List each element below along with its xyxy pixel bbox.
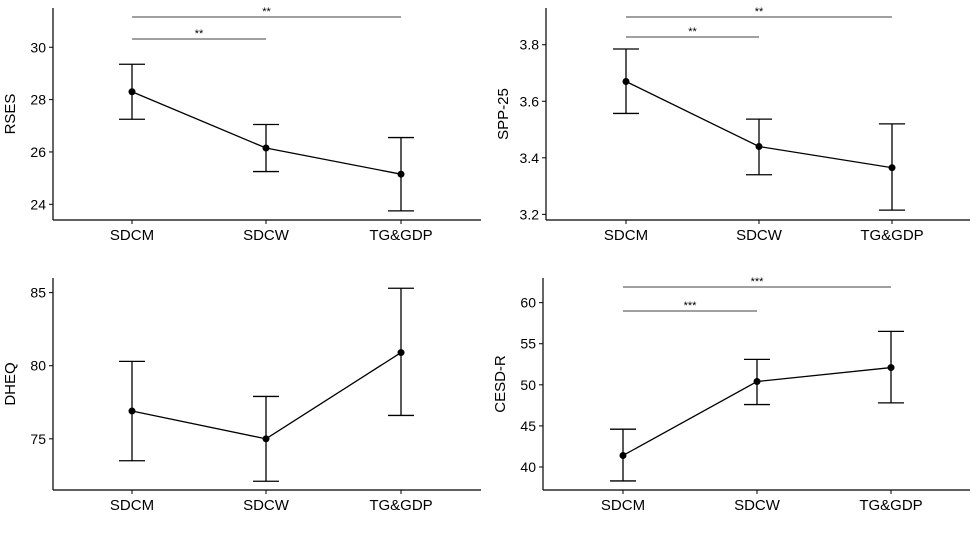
y-axis-label: RSES xyxy=(2,94,19,135)
data-point xyxy=(622,77,630,85)
y-tick-label: 30 xyxy=(30,39,46,55)
y-axis-label: DHEQ xyxy=(2,362,19,405)
data-point xyxy=(755,143,763,151)
significance-label: *** xyxy=(684,300,698,312)
x-tick-label: TG&GDP xyxy=(859,497,922,514)
panel-3: 75 80 85 SDCM SDCW TG&GDP DHEQ xyxy=(2,278,481,514)
y-axis-label: CESD-R xyxy=(492,355,509,413)
panel-2: 3.2 3.4 3.6 3.8 SDCM SDCW TG&GDP SPP-25 ** ** xyxy=(495,6,970,244)
y-tick-label: 80 xyxy=(30,358,46,374)
data-point xyxy=(128,88,136,96)
data-point xyxy=(397,170,405,178)
y-tick-label: 85 xyxy=(30,285,46,301)
y-tick-label: 3.4 xyxy=(520,150,540,166)
data-point xyxy=(262,144,270,152)
significance-label: ** xyxy=(688,26,697,38)
y-tick-label: 24 xyxy=(30,196,46,212)
x-tick-label: TG&GDP xyxy=(369,497,432,514)
y-tick-label: 3.2 xyxy=(520,206,540,222)
x-tick-label: SDCW xyxy=(734,497,781,514)
y-tick-label: 3.8 xyxy=(520,37,540,53)
x-tick-label: TG&GDP xyxy=(860,227,923,244)
y-axis-label: SPP-25 xyxy=(495,88,512,140)
y-tick-label: 50 xyxy=(520,377,536,393)
x-tick-label: SDCW xyxy=(243,497,290,514)
x-tick-label: SDCM xyxy=(601,497,645,514)
significance-label: ** xyxy=(195,28,204,40)
y-tick-label: 55 xyxy=(520,336,536,352)
significance-label: ** xyxy=(262,6,271,18)
significance-label: ** xyxy=(755,6,764,18)
y-tick-label: 26 xyxy=(30,144,46,160)
data-point xyxy=(262,435,270,443)
data-point xyxy=(128,407,136,415)
data-point xyxy=(753,378,761,386)
x-tick-label: TG&GDP xyxy=(369,227,432,244)
x-tick-label: SDCM xyxy=(604,227,648,244)
y-tick-label: 45 xyxy=(520,418,536,434)
y-tick-label: 3.6 xyxy=(520,93,540,109)
panel-4: 40 45 50 55 60 SDCM SDCW TG&GDP CESD-R *** *** xyxy=(492,276,970,514)
panel-1: 24 26 28 30 SDCM SDCW TG&GDP RSES ** ** xyxy=(2,6,481,244)
x-tick-label: SDCW xyxy=(243,227,290,244)
y-tick-label: 75 xyxy=(30,431,46,447)
x-tick-label: SDCW xyxy=(736,227,783,244)
y-tick-label: 28 xyxy=(30,92,46,108)
y-tick-label: 40 xyxy=(520,459,536,475)
x-tick-label: SDCM xyxy=(110,497,154,514)
x-tick-label: SDCM xyxy=(110,227,154,244)
data-point xyxy=(397,349,405,357)
data-point xyxy=(619,451,627,459)
y-tick-label: 60 xyxy=(520,295,536,311)
data-point xyxy=(888,164,896,172)
data-point xyxy=(887,364,895,372)
significance-label: *** xyxy=(751,276,765,288)
